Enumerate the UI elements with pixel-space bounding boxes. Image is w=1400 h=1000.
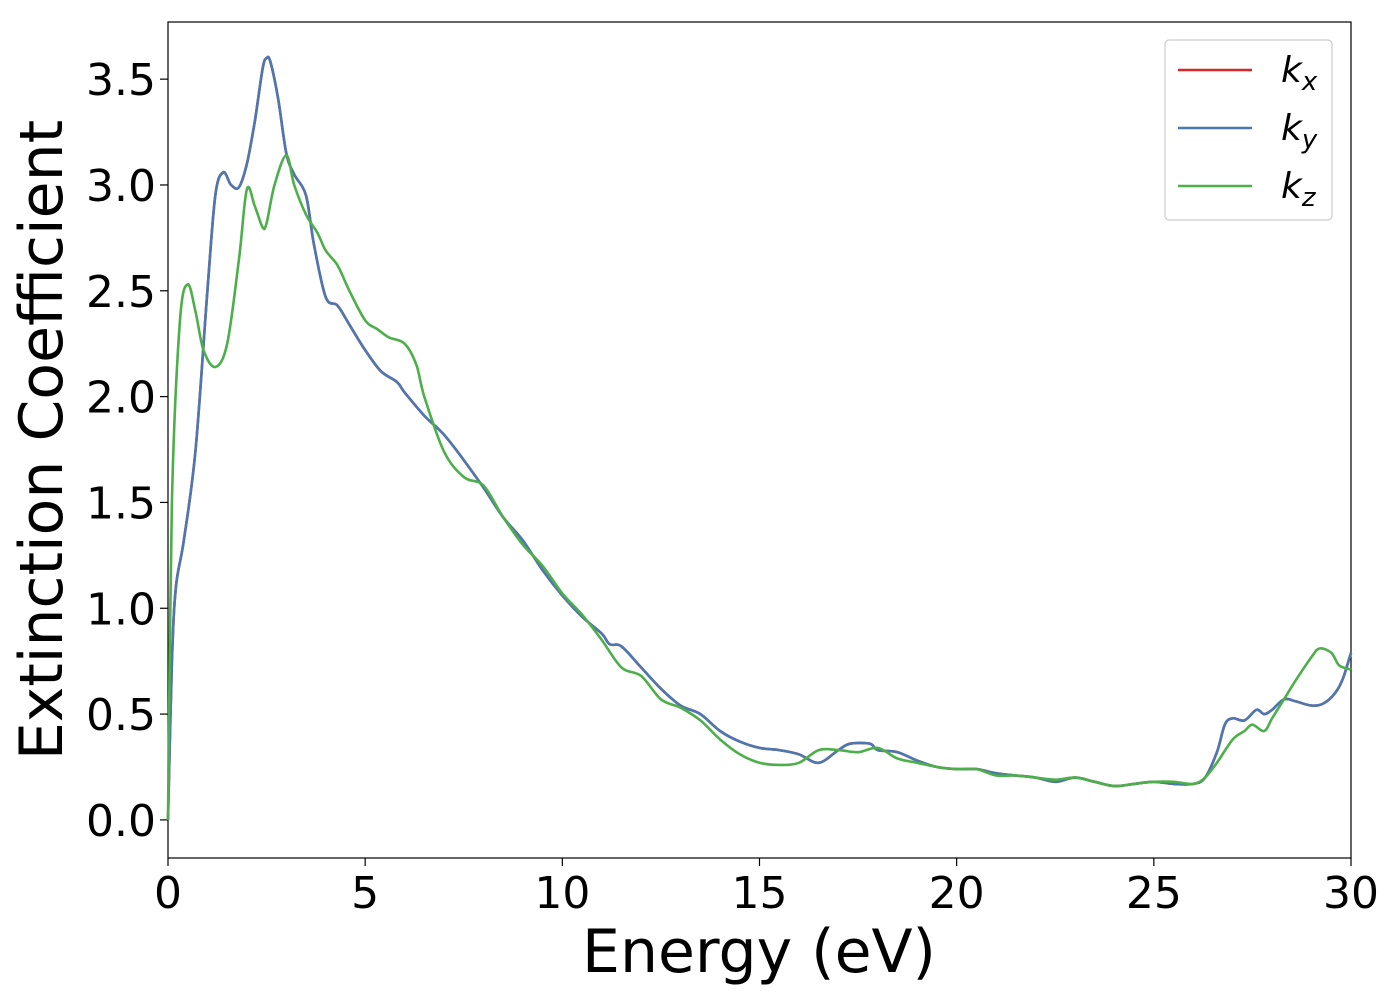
x-tick-label: 0 [154,868,182,919]
legend-label-subscript: z [1301,183,1317,213]
y-tick-label: 3.0 [86,161,156,212]
legend-label-subscript: y [1301,125,1318,155]
legend-label-ky: ky [1281,108,1318,155]
legend-label-base: k [1281,50,1304,91]
legend-label-base: k [1281,108,1304,149]
legend-box [1164,39,1333,221]
x-tick-label: 30 [1323,868,1379,919]
y-tick-label: 0.0 [86,796,156,847]
x-tick-label: 15 [732,868,788,919]
x-tick-label: 5 [351,868,379,919]
y-tick-label: 2.5 [86,267,156,318]
y-axis-ticks: 0.0 0.5 1.0 1.5 2.0 2.5 3.0 3.5 [86,55,168,847]
series-line-kz [166,154,1352,820]
legend-label-subscript: x [1301,67,1318,97]
x-axis-ticks: 0 5 10 15 20 25 30 [154,858,1379,919]
x-tick-label: 25 [1126,868,1182,919]
legend-label-kz: kz [1281,166,1317,213]
x-tick-label: 20 [929,868,985,919]
y-tick-label: 0.5 [86,690,156,741]
y-tick-label: 1.0 [86,584,156,635]
legend-label-kx: kx [1281,50,1318,97]
y-tick-label: 1.5 [86,478,156,529]
y-tick-label: 3.5 [86,55,156,106]
legend-label-base: k [1281,166,1304,207]
y-tick-label: 2.0 [86,373,156,424]
x-axis-title: Energy (eV) [582,917,936,987]
series-lines [166,55,1353,820]
y-axis-title: Extinction Coefficient [7,120,77,760]
x-tick-label: 10 [534,868,590,919]
